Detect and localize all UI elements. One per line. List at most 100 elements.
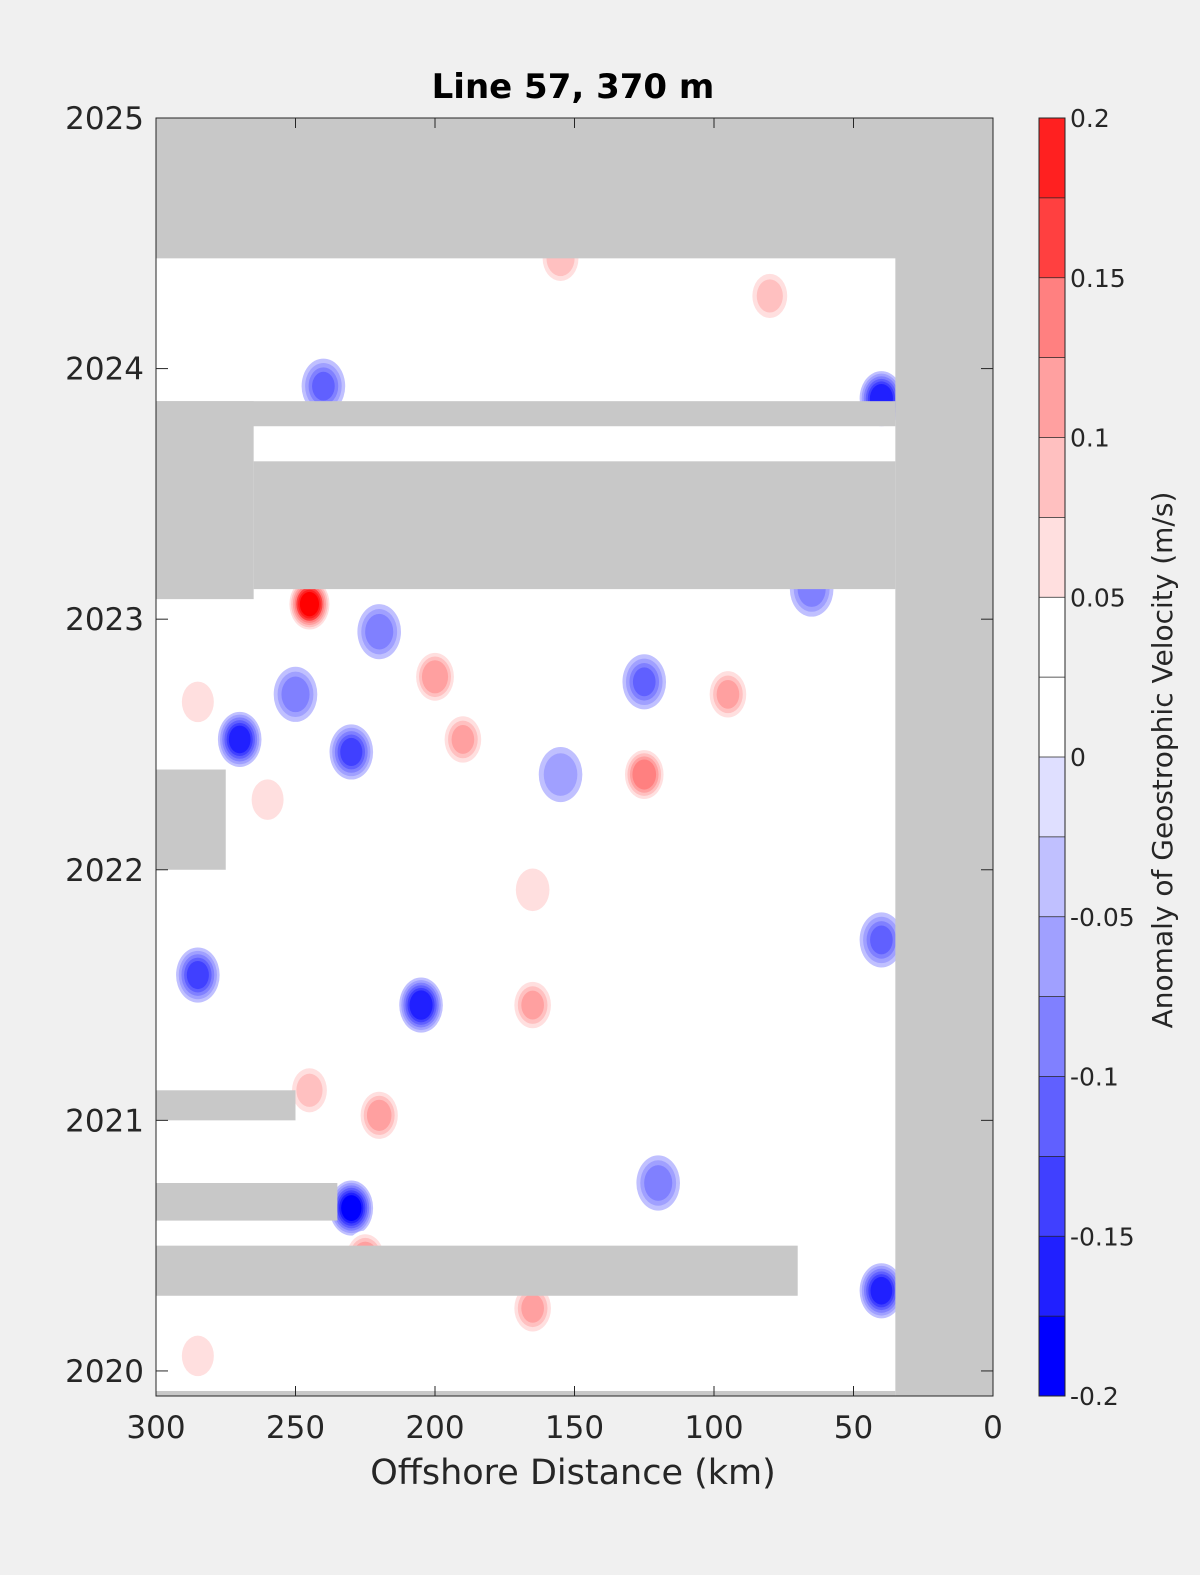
colorbar-tick-label: 0.2	[1070, 104, 1110, 133]
contour-level	[644, 1165, 673, 1201]
contour-level	[756, 279, 783, 313]
velocity-anomaly-feature	[273, 666, 318, 722]
no-data-region	[156, 401, 896, 427]
contour-level	[181, 1335, 214, 1377]
velocity-anomaly-feature	[510, 862, 555, 918]
colorbar-swatch	[1039, 517, 1065, 598]
velocity-anomaly-feature	[176, 674, 220, 730]
x-tick-label: 250	[266, 1410, 325, 1446]
velocity-anomaly-feature	[636, 1155, 680, 1211]
x-axis-label: Offshore Distance (km)	[370, 1453, 776, 1493]
contour-level	[299, 591, 320, 617]
colorbar-tick-label: -0.15	[1070, 1222, 1135, 1251]
colorbar-swatch	[1039, 1316, 1065, 1396]
colorbar-swatch	[1039, 996, 1065, 1077]
axis-ticks: 300 250 200 150 100 50 0 2020 2021 2022 2023 2024 20…	[65, 101, 1003, 1446]
velocity-anomaly-feature	[413, 649, 457, 705]
colorbar-swatch	[1039, 197, 1065, 278]
colorbar-tick-label: 0.1	[1070, 424, 1110, 453]
velocity-anomaly-feature	[357, 604, 401, 660]
velocity-anomaly-feature	[245, 772, 290, 828]
velocity-anomaly-feature	[859, 371, 904, 427]
contour-level	[521, 990, 544, 1020]
no-data-region	[156, 1390, 896, 1396]
velocity-anomaly-feature	[441, 711, 485, 768]
contour-level	[716, 679, 740, 709]
no-data-region	[253, 461, 896, 590]
colorbar-swatch	[1039, 437, 1065, 518]
contour-level	[870, 925, 893, 955]
colorbar-label: Anomaly of Geostrophic Velocity (m/s)	[1146, 492, 1179, 1029]
x-tick-label: 200	[405, 1410, 464, 1446]
contour-level	[340, 737, 363, 767]
contour-level	[312, 371, 335, 401]
y-tick-label: 2021	[65, 1103, 144, 1139]
colorbar-swatch	[1039, 1236, 1065, 1317]
colorbar-tick-label: 0.15	[1070, 264, 1126, 293]
velocity-anomaly-feature	[706, 666, 750, 722]
colorbar-swatch	[1039, 836, 1065, 917]
plot-area: 300 250 200 150 100 50 0 2020 2021 2022 2023 2024 20…	[65, 101, 1003, 1446]
contour-level	[870, 1276, 893, 1305]
contour-level	[251, 779, 284, 820]
colorbar-swatch	[1039, 118, 1065, 198]
x-tick-label: 50	[834, 1410, 873, 1446]
no-data-region	[156, 118, 993, 259]
velocity-anomaly-feature	[748, 268, 792, 324]
velocity-anomaly-feature	[399, 977, 443, 1033]
colorbar-swatch	[1039, 1156, 1065, 1237]
x-tick-label: 0	[983, 1410, 1003, 1446]
contour-field	[176, 230, 904, 1384]
colorbar-tick-label: -0.1	[1070, 1063, 1119, 1092]
no-data-region	[156, 769, 226, 870]
contour-level	[632, 667, 656, 697]
no-data-region	[156, 1090, 296, 1121]
contour-level	[341, 1195, 362, 1222]
velocity-anomaly-feature	[622, 654, 667, 710]
no-data-region	[895, 118, 993, 1396]
colorbar-swatch	[1039, 357, 1065, 438]
no-data-region	[156, 401, 254, 600]
contour-level	[421, 660, 449, 694]
x-tick-label: 150	[545, 1410, 604, 1446]
contour-level	[515, 868, 550, 912]
velocity-anomaly-feature	[329, 1180, 374, 1236]
contour-level	[543, 753, 578, 796]
colorbar-frame	[1038, 117, 1066, 1397]
contour-level	[632, 759, 657, 790]
colorbar-swatch	[1039, 757, 1065, 837]
velocity-anomaly-feature	[859, 1263, 904, 1319]
contour-level	[409, 990, 433, 1020]
velocity-anomaly-feature	[622, 746, 667, 803]
velocity-anomaly-feature	[217, 711, 262, 768]
contour-level	[521, 1293, 544, 1323]
colorbar-swatch	[1039, 1076, 1065, 1157]
velocity-anomaly-feature	[859, 912, 904, 968]
y-tick-label: 2023	[65, 602, 144, 638]
no-data-region	[156, 1245, 798, 1296]
colorbar-tick-label: 0.05	[1070, 583, 1126, 612]
y-tick-label: 2020	[65, 1354, 144, 1390]
y-tick-label: 2024	[65, 352, 144, 388]
colorbar: 0.2 0.15 0.1 0.05 0 -0.05 -0.1 -0.15 -0.2	[1038, 104, 1135, 1411]
colorbar-tick-label: -0.05	[1070, 903, 1135, 932]
contour-level	[366, 1099, 392, 1131]
velocity-anomaly-feature	[176, 1328, 220, 1384]
contour-level	[186, 960, 209, 990]
y-tick-label: 2022	[65, 853, 144, 889]
colorbar-swatch	[1039, 916, 1065, 997]
velocity-anomaly-feature	[329, 724, 374, 780]
y-tick-label: 2025	[65, 101, 144, 137]
chart-title: Line 57, 370 m	[432, 67, 715, 107]
contour-level	[365, 613, 394, 650]
contour-level	[228, 725, 251, 754]
velocity-anomaly-feature	[176, 947, 220, 1003]
velocity-anomaly-feature	[287, 1062, 332, 1118]
colorbar-tick-label: 0	[1070, 743, 1086, 772]
x-tick-label: 100	[684, 1410, 743, 1446]
velocity-anomaly-feature	[538, 746, 583, 803]
contour-level	[281, 676, 310, 713]
velocity-anomaly-feature	[357, 1087, 401, 1143]
velocity-anomaly-feature	[287, 576, 332, 632]
